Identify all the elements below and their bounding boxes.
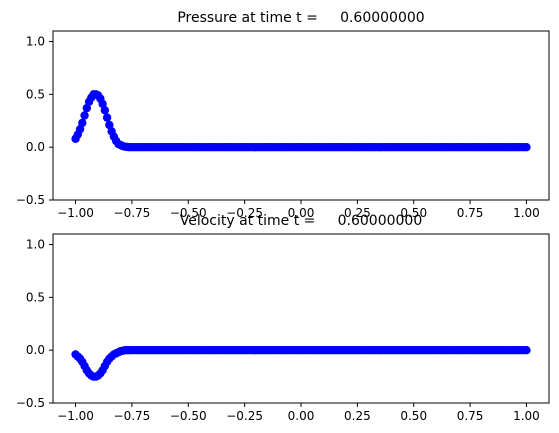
pressure-data-point (78, 118, 87, 128)
pressure-x-tick-label: 0.00 (288, 206, 315, 220)
pressure-plot-area: −1.00 −0.75 −0.50 −0.25 0.00 0.25 0.50 0.75 1.00… (16, 35, 540, 220)
pressure-y-tick-label: 0.5 (26, 87, 45, 101)
pressure-data-point (82, 103, 92, 113)
velocity-y-tick-label: 0.0 (26, 343, 45, 357)
pressure-data-point (105, 120, 114, 130)
velocity-axes-frame (52, 233, 550, 404)
pressure-data-point (522, 142, 531, 152)
velocity-y-tick-label: −0.5 (16, 396, 45, 410)
pressure-subplot: Pressure at time t = 0.60000000 −1.00 −0.… (16, 10, 550, 220)
pressure-plot-title: Pressure at time t = 0.60000000 (177, 10, 424, 26)
velocity-x-tick-label: −0.75 (114, 409, 151, 423)
pressure-x-tick-label: 0.75 (457, 206, 484, 220)
velocity-x-tick-label: 0.75 (457, 409, 484, 423)
pressure-x-tick-label: −0.50 (170, 206, 207, 220)
pressure-x-tick-label: 0.50 (400, 206, 427, 220)
velocity-plot-title: Velocity at time t = 0.60000000 (180, 213, 423, 229)
velocity-x-tick-label: 1.00 (513, 409, 540, 423)
velocity-x-tick-label: −0.25 (226, 409, 263, 423)
pressure-x-tick-label: −1.00 (57, 206, 94, 220)
pressure-y-tick-label: 0.0 (26, 140, 45, 154)
velocity-x-tick-label: −0.50 (170, 409, 207, 423)
velocity-x-tick-label: 0.25 (344, 409, 371, 423)
pressure-y-tick-label: 1.0 (26, 35, 45, 49)
velocity-y-tick-label: 1.0 (26, 238, 45, 252)
pressure-x-tick-label: −0.75 (114, 206, 151, 220)
pressure-data-point (80, 111, 89, 120)
velocity-x-tick-label: 0.00 (288, 409, 315, 423)
pressure-x-tick-label: 1.00 (513, 206, 540, 220)
velocity-x-tick-label: 0.50 (400, 409, 427, 423)
velocity-y-tick-label: 0.5 (26, 290, 45, 304)
velocity-subplot: Velocity at time t = 0.60000000 −1.00 −0.… (16, 213, 550, 423)
velocity-data-point (522, 345, 531, 355)
pressure-axes-frame (52, 30, 550, 201)
pressure-data-point (98, 99, 107, 109)
velocity-x-tick-label: −1.00 (57, 409, 94, 423)
pressure-data-point (102, 113, 112, 122)
pressure-y-tick-label: −0.5 (16, 193, 45, 207)
velocity-plot-area: −1.00 −0.75 −0.50 −0.25 0.00 0.25 0.50 0.75 1.00… (16, 238, 540, 423)
pressure-x-tick-label: 0.25 (344, 206, 371, 220)
pressure-data-point (100, 106, 110, 115)
pressure-data-point (75, 125, 85, 134)
pressure-x-tick-label: −0.25 (226, 206, 263, 220)
